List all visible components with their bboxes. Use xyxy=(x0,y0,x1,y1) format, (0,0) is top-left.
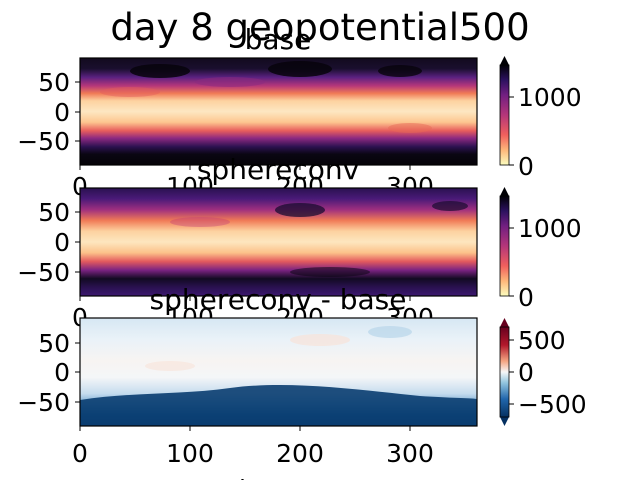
y-tick-label: −50 xyxy=(17,127,70,156)
heatmap-sphereconv-features xyxy=(170,201,468,277)
y-tick-label: 50 xyxy=(38,68,70,97)
red-feature xyxy=(388,123,432,133)
colorbar-tick-label: 0 xyxy=(518,358,534,387)
dark-feature xyxy=(130,64,190,78)
heatmap-difference-features xyxy=(80,326,477,426)
panel-title-difference: sphereconv - base xyxy=(150,283,407,316)
colorbar-frame xyxy=(499,195,510,297)
dark-blue-feature xyxy=(80,385,477,426)
warm-feature xyxy=(290,334,350,346)
colorbar-frame xyxy=(499,64,510,166)
panel-title-sphereconv: sphereconv xyxy=(197,153,359,186)
cool-feature xyxy=(368,326,412,338)
y-tick-label: 50 xyxy=(38,329,70,358)
red-feature xyxy=(100,87,160,97)
colorbar-gradient xyxy=(500,65,509,165)
y-tick-label: 0 xyxy=(54,98,70,127)
colorbar-extend-top xyxy=(500,318,509,327)
x-ticks-difference: 0 100 200 300 xyxy=(72,426,434,468)
dark-feature xyxy=(432,201,468,211)
red-feature xyxy=(170,217,230,227)
dark-feature xyxy=(275,203,325,217)
y-tick-label: −50 xyxy=(17,388,70,417)
y-tick-label: 50 xyxy=(38,198,70,227)
colorbar-tick-label: 1000 xyxy=(518,214,582,243)
dark-feature xyxy=(268,61,332,77)
figure-title: day 8 geopotential500 xyxy=(110,6,529,49)
heatmap-sphereconv xyxy=(80,188,477,296)
dark-feature xyxy=(290,267,370,277)
warm-feature xyxy=(145,361,195,371)
y-tick-label: 0 xyxy=(54,228,70,257)
y-ticks-base: 50 0 −50 xyxy=(17,68,80,156)
colorbar-sphereconv: 1000 0 xyxy=(499,187,582,312)
colorbar-gradient xyxy=(500,196,509,296)
y-ticks-sphereconv: 50 0 −50 xyxy=(17,198,80,287)
panel-sphereconv: sphereconv 50 0 −50 0 100 200 300 1000 xyxy=(17,153,581,332)
y-tick-label: 0 xyxy=(54,358,70,387)
x-tick-label: 200 xyxy=(276,439,324,468)
x-tick-label: 300 xyxy=(386,439,434,468)
y-ticks-difference: 50 0 −50 xyxy=(17,329,80,417)
heatmap-base-features xyxy=(100,61,432,133)
x-tick-label: 0 xyxy=(72,439,88,468)
x-axis-label: lon xyxy=(239,475,277,480)
colorbar-tick-label: 500 xyxy=(518,326,566,355)
colorbar-gradient xyxy=(500,327,509,417)
colorbar-tick-label: 1000 xyxy=(518,83,582,112)
colorbar-extend-bottom xyxy=(500,417,509,426)
panel-title-base: base xyxy=(245,23,312,56)
dark-feature xyxy=(378,65,422,77)
colorbar-tick-label: 0 xyxy=(518,283,534,312)
colorbar-extend-top xyxy=(500,56,509,65)
colorbar-difference: 500 0 −500 xyxy=(499,318,587,426)
colorbar-tick-label: 0 xyxy=(518,152,534,181)
x-tick-label: 100 xyxy=(166,439,214,468)
panel-base: base 50 0 −50 0 100 200 300 xyxy=(17,23,581,201)
purple-feature xyxy=(195,77,265,87)
y-tick-label: −50 xyxy=(17,258,70,287)
colorbar-extend-top xyxy=(500,187,509,196)
colorbar-tick-label: −500 xyxy=(518,390,587,419)
panel-difference: sphereconv - base 50 0 −50 0 100 200 300 xyxy=(17,283,586,468)
colorbar-base: 1000 0 xyxy=(499,56,582,181)
